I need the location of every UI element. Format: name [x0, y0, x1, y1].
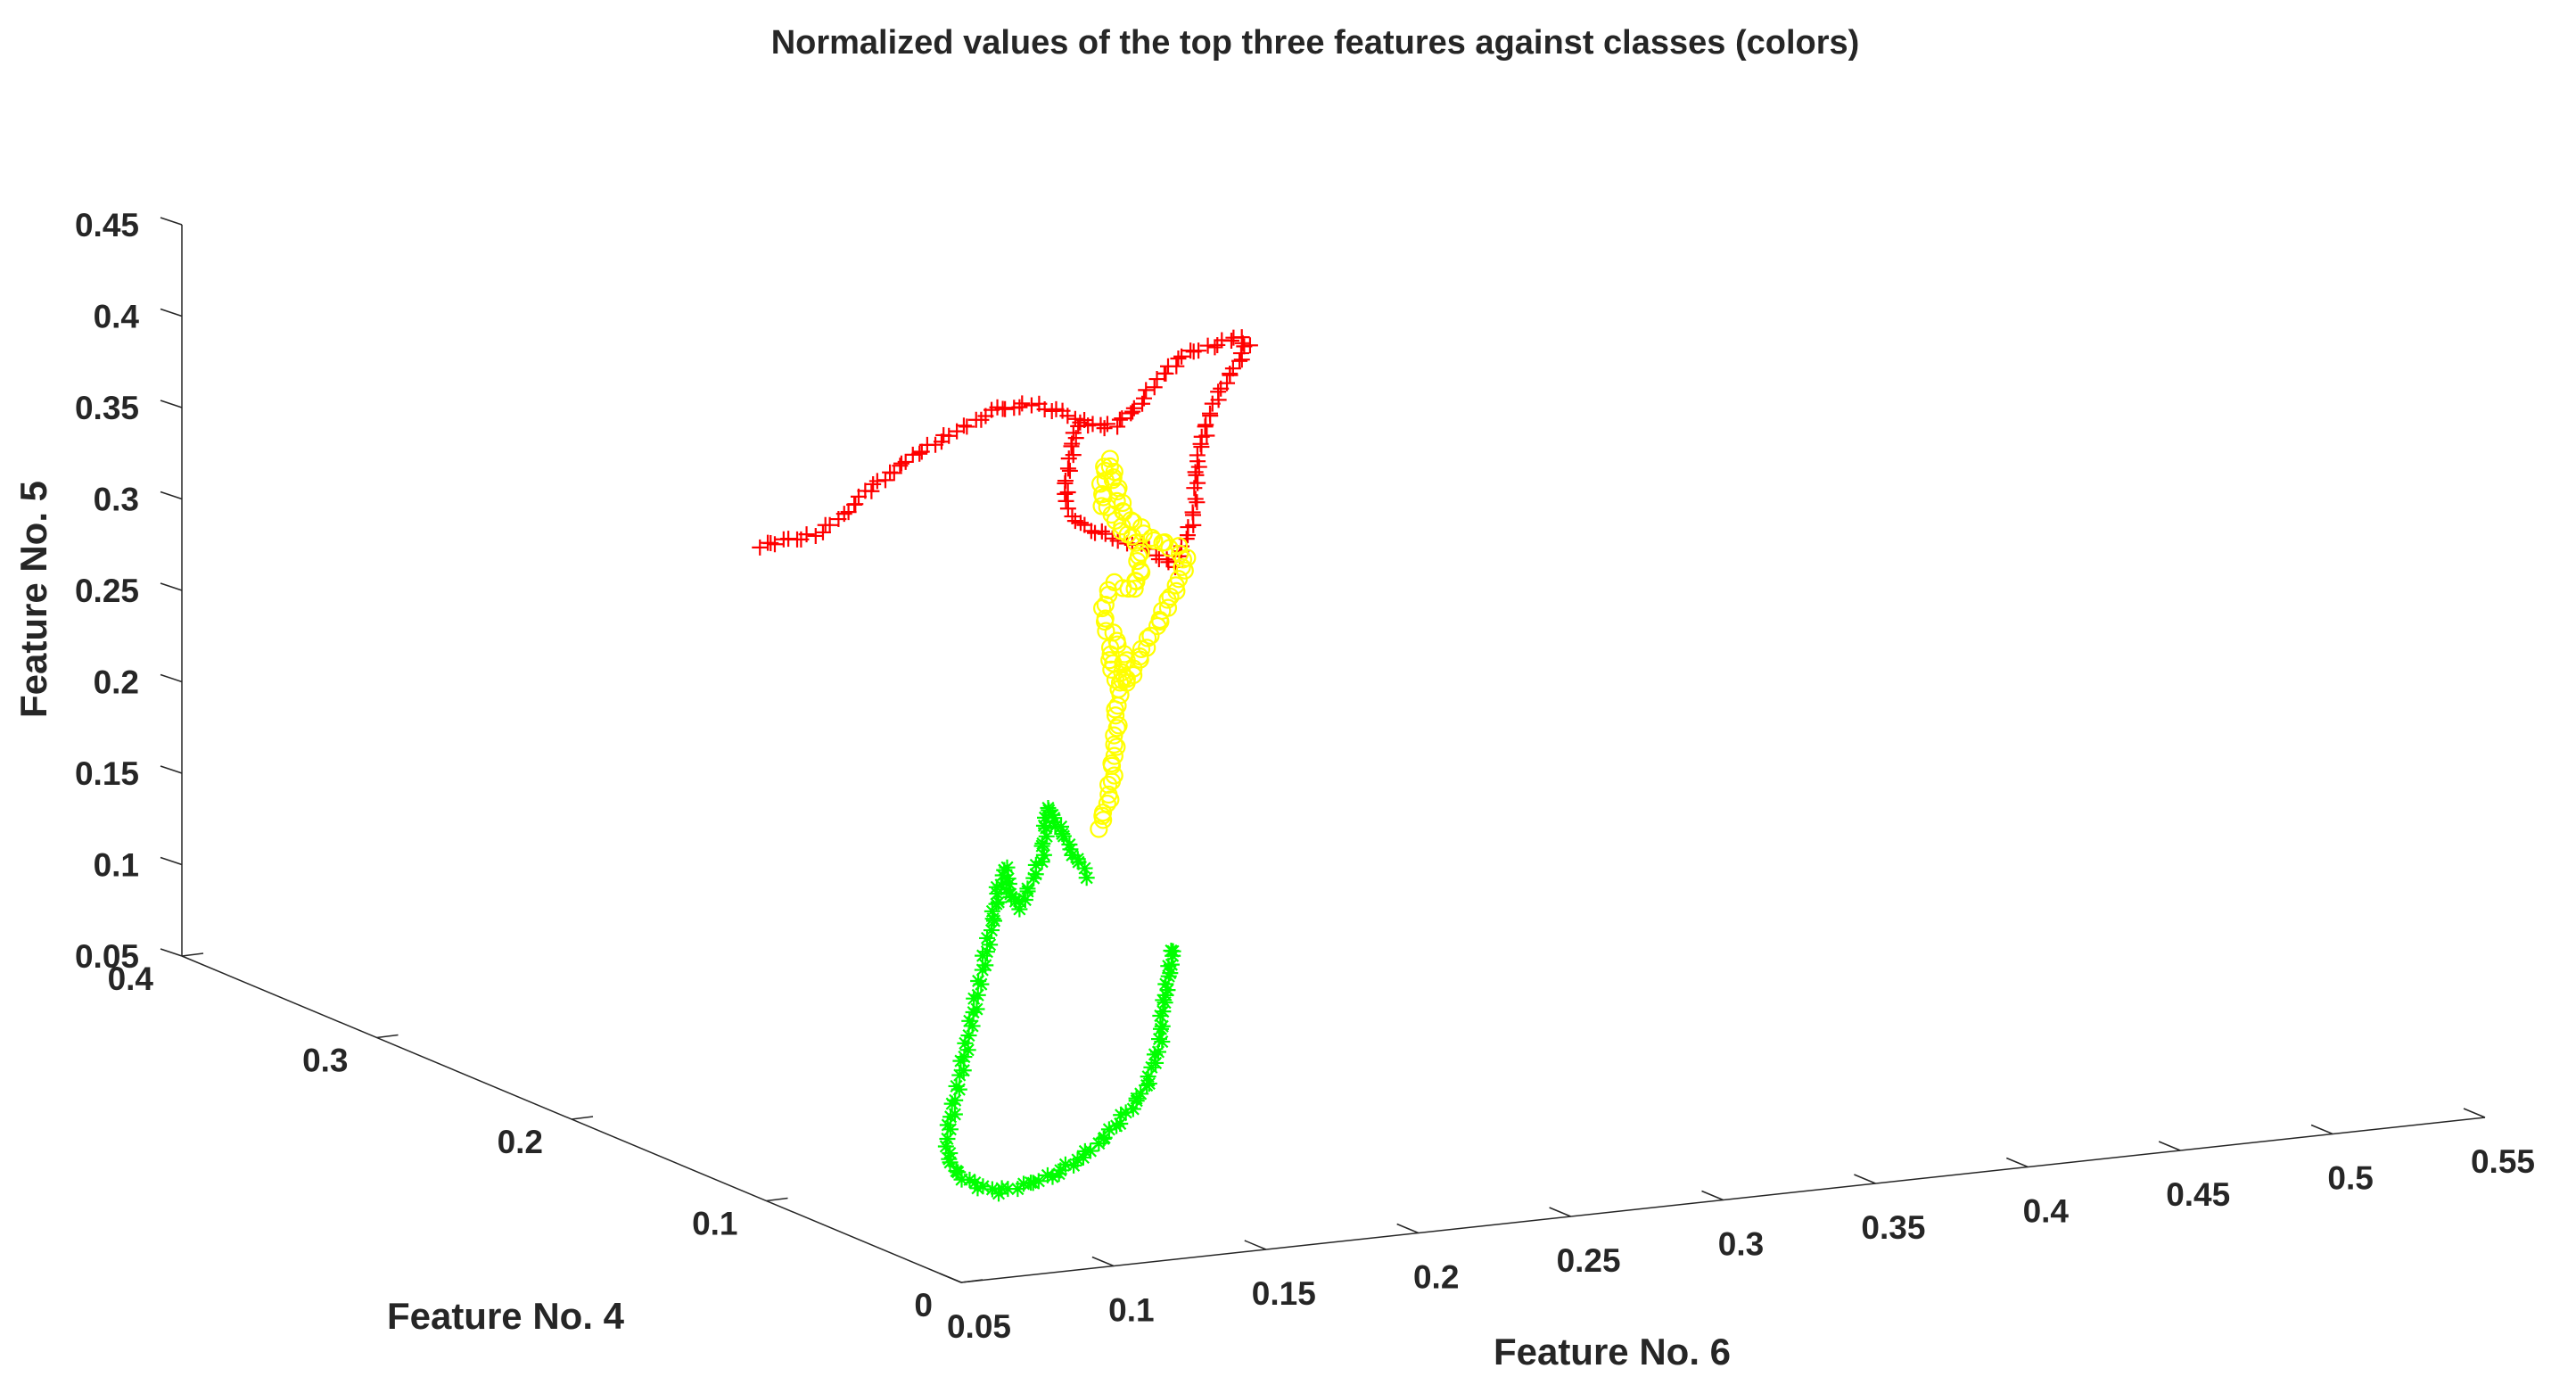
series-markers [1090, 449, 1197, 838]
y-tick-4 [181, 952, 204, 957]
z-tick-label-8: 0.45 [75, 207, 139, 243]
z-tick-2 [160, 765, 183, 774]
x-tick-label-10: 0.55 [2471, 1143, 2535, 1180]
x-tick-3 [1396, 1223, 1419, 1234]
y-tick-label-4: 0.4 [108, 960, 154, 997]
series-markers [937, 799, 1181, 1202]
x-tick-label-5: 0.3 [1718, 1226, 1764, 1263]
x-tick-1 [1091, 1256, 1115, 1267]
data-points [752, 329, 1258, 1202]
z-tick-label-5: 0.3 [94, 482, 139, 518]
x-tick-6 [1854, 1174, 1876, 1184]
y-tick-label-3: 0.3 [302, 1043, 348, 1079]
z-tick-8 [160, 217, 183, 226]
z-tick-label-3: 0.2 [94, 664, 139, 701]
z-tick-label-6: 0.35 [75, 390, 139, 426]
chart-title: Normalized values of the top three featu… [771, 24, 1860, 62]
x-tick-9 [2310, 1124, 2333, 1135]
y-tick-1 [766, 1197, 788, 1202]
z-tick-5 [160, 491, 183, 500]
z-tick-label-0: 0.05 [75, 938, 139, 975]
x-tick-7 [2006, 1157, 2029, 1168]
x-tick-4 [1549, 1207, 1571, 1217]
x-tick-8 [2158, 1141, 2181, 1151]
x-tick-label-3: 0.2 [1413, 1259, 1459, 1296]
x-tick-0 [939, 1273, 962, 1283]
z-tick-label-1: 0.1 [94, 847, 139, 884]
z-tick-4 [160, 582, 183, 591]
x-tick-label-0: 0.05 [947, 1308, 1011, 1345]
y-tick-0 [960, 1279, 983, 1283]
x-tick-10 [2463, 1108, 2486, 1118]
z-tick-3 [160, 673, 183, 683]
x-tick-label-6: 0.35 [1861, 1209, 1925, 1246]
x-tick-5 [1701, 1190, 1724, 1201]
y-tick-2 [571, 1116, 594, 1120]
x-tick-label-4: 0.25 [1557, 1242, 1621, 1279]
x-axis-label: Feature No. 6 [1494, 1331, 1731, 1373]
series-green [937, 799, 1181, 1202]
x-tick-label-9: 0.5 [2327, 1160, 2373, 1197]
y-tick-3 [376, 1034, 399, 1039]
axis-tick-labels: 0.05 0.1 0.15 0.2 0.25 0.3 0.35 0.4 0.45 0 0.1 0.2 0… [75, 207, 2535, 1345]
z-tick-label-4: 0.25 [75, 573, 139, 609]
x-tick-2 [1244, 1240, 1267, 1250]
y-tick-label-1: 0.1 [692, 1206, 737, 1242]
y-tick-label-0: 0 [914, 1287, 933, 1323]
y-tick-label-2: 0.2 [498, 1124, 543, 1160]
series-yellow [1090, 449, 1197, 838]
z-axis-label: Feature No. 5 [12, 481, 54, 718]
axis-ticks [160, 217, 2486, 1283]
x-tick-label-7: 0.4 [2023, 1193, 2070, 1230]
x-tick-label-2: 0.15 [1252, 1275, 1316, 1312]
x-tick-label-1: 0.1 [1108, 1292, 1154, 1329]
y-axis-label: Feature No. 4 [387, 1295, 625, 1337]
x-tick-label-8: 0.45 [2166, 1176, 2230, 1213]
z-tick-label-2: 0.15 [75, 755, 139, 792]
z-tick-label-7: 0.4 [94, 299, 140, 335]
z-tick-1 [160, 856, 183, 866]
z-tick-0 [160, 948, 183, 957]
z-tick-6 [160, 400, 183, 408]
z-tick-7 [160, 308, 183, 317]
